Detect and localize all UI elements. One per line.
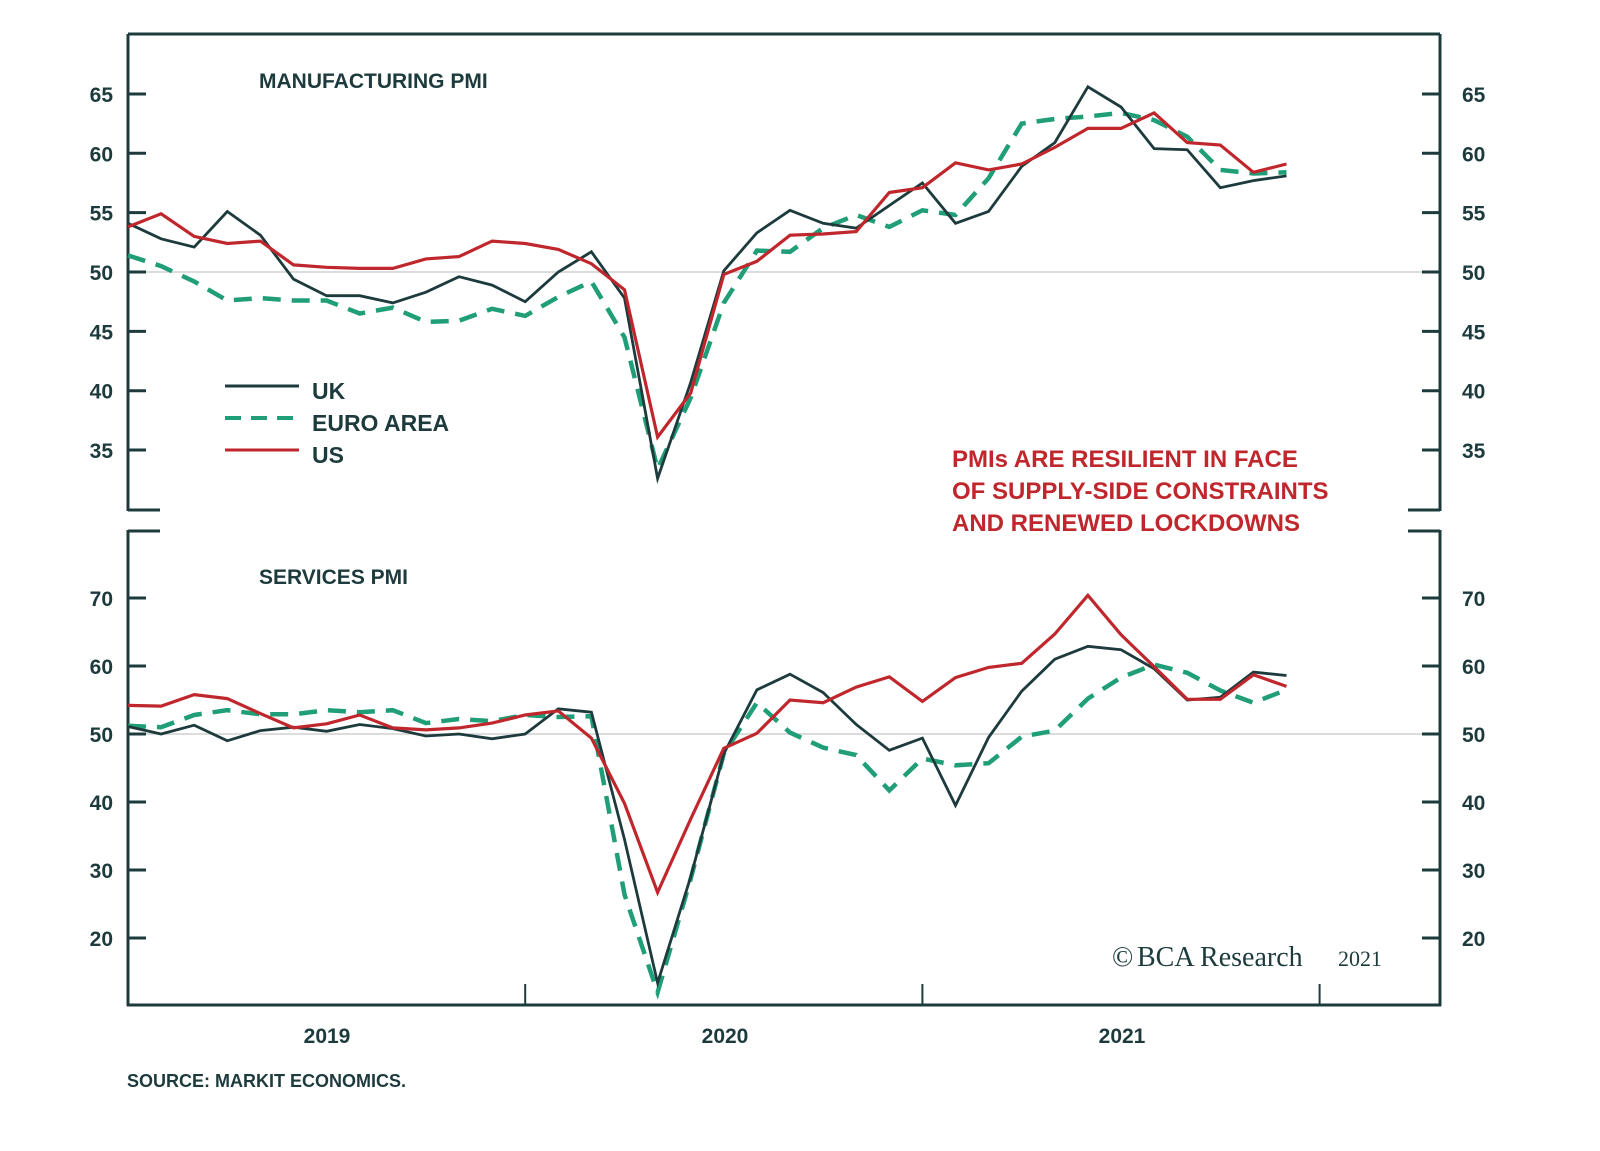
- x-label-2020: 2020: [702, 1025, 749, 1048]
- y-tick-label-right-50: 50: [1462, 262, 1485, 285]
- y-tick-label-left-45: 45: [90, 321, 114, 344]
- services-series-us: [127, 592, 1288, 897]
- y-tick-label-right-35: 35: [1462, 440, 1486, 463]
- y-tick-label-left-50: 50: [90, 262, 113, 285]
- y-tick-label-right-65: 65: [1462, 84, 1486, 107]
- x-label-2019: 2019: [304, 1025, 351, 1048]
- y-tick-label-right-45: 45: [1462, 321, 1486, 344]
- manufacturing-series-uk: [127, 84, 1287, 485]
- manufacturing-series-us: [127, 111, 1287, 441]
- y-tick-label-left-20: 20: [90, 928, 113, 951]
- y-tick-label-left-40: 40: [90, 381, 113, 404]
- y-tick-label-right-55: 55: [1462, 203, 1486, 226]
- y-tick-label-right-70: 70: [1462, 588, 1485, 611]
- y-tick-label-right-30: 30: [1462, 860, 1485, 883]
- annotation: PMIs ARE RESILIENT IN FACE OF SUPPLY-SID…: [952, 446, 1329, 537]
- y-tick-label-right-60: 60: [1462, 656, 1485, 679]
- top-panel-y-ticks: 35 35 40 40 45 45 50 50 55 55 60 60 65 65: [90, 84, 1486, 463]
- bottom-panel-y-ticks: 20 20 30 30 40 40 50 50 60 60 70 70: [90, 588, 1486, 951]
- source-note: SOURCE: MARKIT ECONOMICS.: [127, 1071, 406, 1091]
- y-tick-label-left-50: 50: [90, 724, 113, 747]
- services-title: SERVICES PMI: [259, 566, 408, 589]
- copyright-brand: BCA Research: [1137, 942, 1303, 973]
- y-tick-label-right-40: 40: [1462, 381, 1485, 404]
- top-panel-series: [127, 84, 1287, 485]
- x-label-2021: 2021: [1099, 1025, 1146, 1048]
- y-tick-label-right-40: 40: [1462, 792, 1485, 815]
- manufacturing-series-euro-area: [127, 110, 1287, 476]
- copyright-symbol: ©: [1112, 942, 1133, 973]
- copyright: © BCA Research 2021: [1112, 942, 1382, 973]
- annotation-line-2: OF SUPPLY-SIDE CONSTRAINTS: [952, 478, 1329, 505]
- y-tick-label-right-20: 20: [1462, 928, 1485, 951]
- legend-label-uk: UK: [312, 378, 346, 404]
- y-tick-label-left-55: 55: [90, 203, 114, 226]
- manufacturing-panel: 35 35 40 40 45 45 50 50 55 55 60 60 65 65 MANUFACTURI…: [90, 32, 1486, 512]
- manufacturing-title: MANUFACTURING PMI: [259, 70, 488, 93]
- y-tick-label-left-65: 65: [90, 84, 114, 107]
- y-tick-label-right-50: 50: [1462, 724, 1485, 747]
- y-tick-label-left-30: 30: [90, 860, 113, 883]
- legend-label-euro-area: EURO AREA: [312, 410, 449, 436]
- bottom-panel-series: [127, 592, 1288, 1000]
- y-tick-label-left-35: 35: [90, 440, 114, 463]
- legend: UK EURO AREA US: [225, 378, 449, 468]
- services-panel: 20 20 30 30 40 40 50 50 60 60 70 70 SERVICES PMI: [90, 529, 1486, 1007]
- annotation-line-3: AND RENEWED LOCKDOWNS: [952, 510, 1300, 537]
- y-tick-label-left-40: 40: [90, 792, 113, 815]
- annotation-line-1: PMIs ARE RESILIENT IN FACE: [952, 446, 1298, 473]
- y-tick-label-left-60: 60: [90, 656, 113, 679]
- y-tick-label-left-70: 70: [90, 588, 113, 611]
- y-tick-label-left-60: 60: [90, 143, 113, 166]
- copyright-year: 2021: [1338, 946, 1382, 971]
- services-series-uk: [127, 644, 1287, 989]
- y-tick-label-right-60: 60: [1462, 143, 1485, 166]
- legend-label-us: US: [312, 442, 344, 468]
- x-axis-year-ticks: [524, 984, 1321, 1005]
